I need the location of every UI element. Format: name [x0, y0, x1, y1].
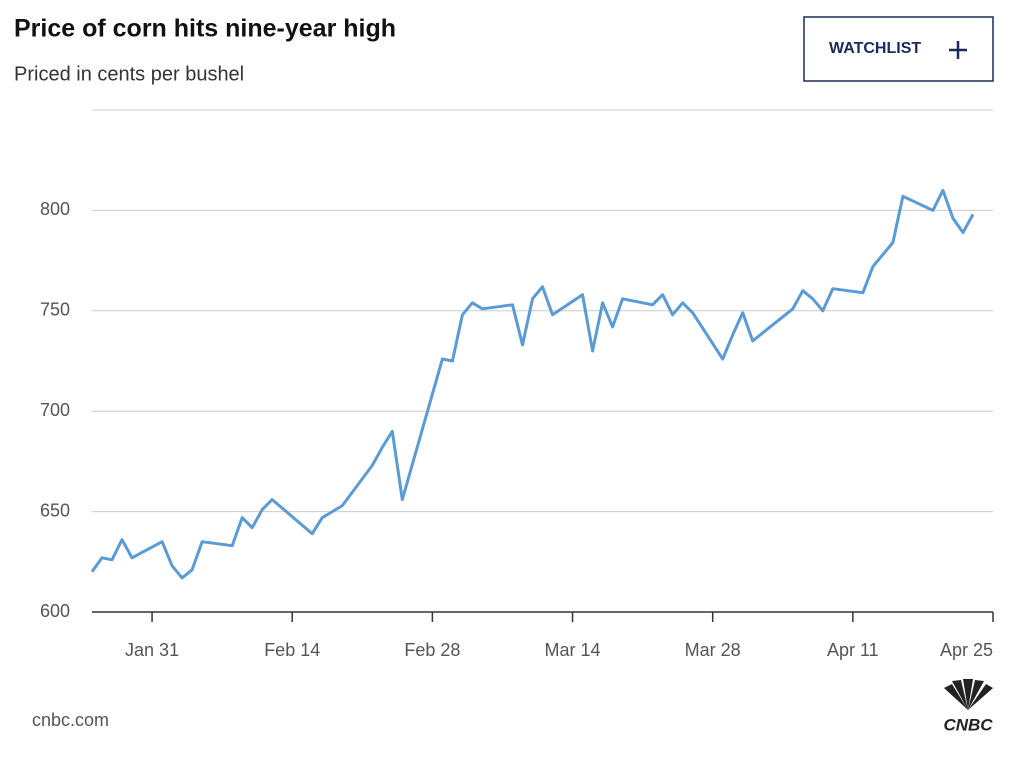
y-tick-label: 800	[40, 199, 70, 219]
y-tick-label: 750	[40, 300, 70, 320]
watchlist-button[interactable]: WATCHLIST	[803, 16, 994, 82]
y-tick-label: 650	[40, 500, 70, 520]
logo-text: CNBC	[943, 715, 993, 734]
x-tick-label: Apr 25	[940, 640, 993, 660]
chart-subtitle: Priced in cents per bushel	[14, 63, 244, 85]
x-tick-label: Feb 28	[404, 640, 460, 660]
price-line	[90, 188, 975, 580]
y-tick-label: 600	[40, 601, 70, 621]
chart-title: Price of corn hits nine-year high	[14, 15, 396, 43]
x-tick-label: Apr 11	[827, 640, 879, 660]
x-tick-label: Mar 28	[685, 640, 741, 660]
x-tick-label: Feb 14	[264, 640, 320, 660]
source: cnbc.com	[32, 710, 109, 730]
peacock	[944, 679, 993, 710]
x-tick-label: Mar 14	[545, 640, 601, 660]
plus-icon[interactable]	[949, 41, 967, 59]
button-label[interactable]: WATCHLIST	[829, 40, 921, 57]
logo: CNBC	[943, 679, 993, 734]
x-tick-label: Jan 31	[125, 640, 179, 660]
y-tick-label: 700	[40, 400, 70, 420]
